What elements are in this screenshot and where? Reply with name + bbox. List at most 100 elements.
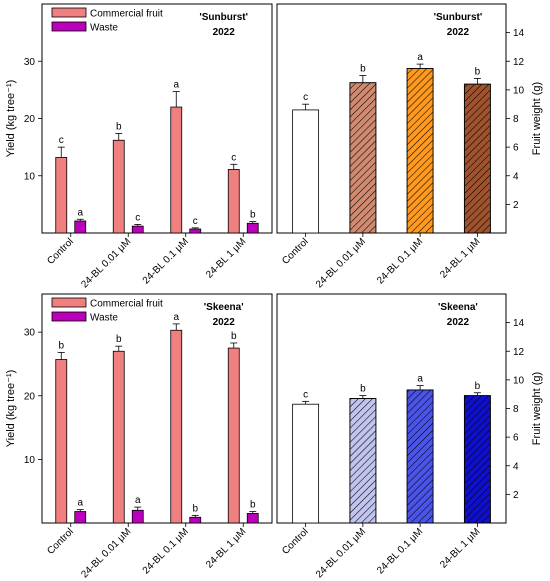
legend-swatch	[51, 7, 87, 18]
y-tick-label: 12	[513, 347, 525, 358]
y-tick-label: 10	[513, 375, 525, 386]
y-axis-label: Yield (kg tree⁻¹)	[5, 80, 17, 158]
bar	[170, 329, 183, 524]
legend-label: Waste	[90, 23, 118, 34]
panel-annotation: 'Sunburst'	[199, 12, 248, 23]
x-tick-label: 24-BL 1 μM	[204, 526, 248, 570]
bar	[55, 157, 68, 234]
significance-letter: c	[193, 216, 198, 227]
significance-letter: a	[173, 80, 179, 91]
significance-letter: c	[303, 92, 308, 103]
y-tick-label: 30	[24, 328, 36, 339]
x-tick-label: 24-BL 0.1 μM	[375, 526, 425, 576]
significance-letter: b	[192, 503, 198, 514]
y-tick-label: 4	[513, 171, 519, 182]
y-tick-label: 8	[513, 114, 519, 125]
significance-letter: c	[135, 212, 140, 223]
x-tick-label: 24-BL 1 μM	[204, 236, 248, 280]
panel-annotation: 'Skeena'	[204, 302, 244, 313]
x-tick-label: 24-BL 0.01 μM	[314, 526, 368, 580]
bar	[74, 220, 87, 234]
panel-a: 10 20 30 Yield (kg tree⁻¹) 'Sunburst' 2022 Con…	[5, 3, 273, 290]
significance-letter: b	[58, 341, 64, 352]
y-tick-label: 6	[513, 143, 519, 154]
significance-letter: a	[77, 207, 83, 218]
bar-hatch	[406, 389, 434, 524]
y-tick-label: 6	[513, 433, 519, 444]
significance-letter: a	[135, 495, 141, 506]
bar	[292, 403, 320, 524]
y-tick-label: 2	[513, 200, 519, 211]
significance-letter: c	[231, 152, 236, 163]
legend-swatch	[51, 21, 87, 32]
significance-letter: b	[360, 64, 366, 75]
panel-annotation: 'Skeena'	[438, 302, 478, 313]
x-tick-label: Control	[280, 526, 311, 557]
panel-annotation: 'Sunburst'	[434, 12, 483, 23]
bar	[227, 347, 240, 524]
panel-annotation: 2022	[213, 317, 236, 328]
significance-letter: b	[250, 210, 256, 221]
y-axis-label: Fruit weight (g)	[531, 82, 543, 155]
y-tick-label: 10	[24, 171, 36, 182]
legend-label: Waste	[90, 313, 118, 324]
bar	[131, 509, 144, 524]
legend-label: Commercial fruit	[90, 9, 163, 20]
x-tick-label: 24-BL 0.01 μM	[79, 526, 133, 580]
legend-swatch	[51, 297, 87, 308]
panel-annotation: 2022	[447, 317, 470, 328]
y-tick-label: 14	[513, 318, 525, 329]
panel-annotation: 2022	[213, 27, 236, 38]
x-tick-label: 24-BL 1 μM	[438, 526, 482, 570]
significance-letter: b	[475, 381, 481, 392]
panel-d: 2 4 6 8 10 12 14 Fruit weight (g) 'Skeena' 2022 Co…	[276, 293, 543, 580]
bar	[131, 225, 144, 234]
bar	[170, 106, 183, 234]
x-tick-label: 24-BL 0.01 μM	[79, 236, 133, 290]
y-axis-label: Yield (kg tree⁻¹)	[5, 370, 17, 448]
bar	[189, 516, 202, 524]
y-tick-label: 4	[513, 461, 519, 472]
significance-letter: a	[417, 374, 423, 385]
x-tick-label: 24-BL 0.1 μM	[375, 236, 425, 286]
bar-hatch	[463, 395, 491, 524]
bar	[227, 169, 240, 234]
x-tick-label: Control	[45, 526, 76, 557]
significance-letter: b	[360, 384, 366, 395]
significance-letter: a	[77, 498, 83, 509]
bar	[112, 350, 125, 524]
significance-letter: a	[173, 312, 179, 323]
x-tick-label: 24-BL 0.1 μM	[141, 236, 191, 286]
y-tick-label: 8	[513, 404, 519, 415]
bar	[292, 109, 320, 234]
y-tick-label: 30	[24, 57, 36, 68]
y-tick-label: 20	[24, 391, 36, 402]
panel-c: 10 20 30 Yield (kg tree⁻¹) 'Skeena' 2022 Contr…	[5, 293, 273, 580]
x-tick-label: 24-BL 0.1 μM	[141, 526, 191, 576]
y-tick-label: 20	[24, 114, 36, 125]
y-tick-label: 10	[513, 85, 525, 96]
bar-hatch	[463, 83, 491, 234]
significance-letter: b	[116, 121, 122, 132]
x-tick-label: 24-BL 1 μM	[438, 236, 482, 280]
x-tick-label: Control	[280, 236, 311, 267]
significance-letter: a	[417, 52, 423, 63]
y-tick-label: 10	[24, 455, 36, 466]
plot-frame	[41, 293, 273, 524]
y-axis-label: Fruit weight (g)	[531, 372, 543, 445]
bar	[189, 228, 202, 234]
bar-hatch	[349, 398, 377, 524]
y-tick-label: 12	[513, 57, 525, 68]
significance-letter: b	[475, 66, 481, 77]
panel-annotation: 2022	[447, 27, 470, 38]
bar	[112, 139, 125, 234]
significance-letter: b	[250, 500, 256, 511]
bar	[55, 359, 68, 524]
significance-letter: b	[116, 334, 122, 345]
x-tick-label: 24-BL 0.01 μM	[314, 236, 368, 290]
panel-b: 2 4 6 8 10 12 14 Fruit weight (g) 'Sunburst' 2022…	[276, 3, 543, 290]
bar	[74, 511, 87, 524]
significance-letter: c	[303, 389, 308, 400]
significance-letter: b	[231, 331, 237, 342]
